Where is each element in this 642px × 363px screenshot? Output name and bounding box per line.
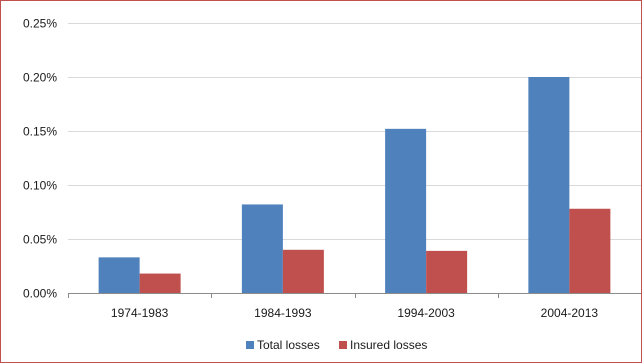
y-tick-label: 0.00% bbox=[23, 287, 57, 301]
x-tick-label: 1984-1993 bbox=[254, 306, 312, 320]
bar-total-losses bbox=[241, 204, 283, 293]
y-tick-label: 0.20% bbox=[23, 71, 57, 85]
y-tick-label: 0.10% bbox=[23, 179, 57, 193]
bar-total-losses bbox=[385, 128, 427, 293]
bar-insured-losses bbox=[139, 273, 181, 293]
x-axis: 1974-1983 1984-1993 1994-2003 2004-2013 bbox=[68, 293, 599, 320]
bar-insured-losses bbox=[282, 249, 324, 293]
legend-label: Insured losses bbox=[350, 338, 427, 352]
y-tick-label: 0.05% bbox=[23, 233, 57, 247]
x-tick-label: 1994-2003 bbox=[397, 306, 455, 320]
x-tick-label: 2004-2013 bbox=[541, 306, 599, 320]
legend-label: Total losses bbox=[257, 338, 320, 352]
gridlines bbox=[68, 23, 641, 294]
bar-insured-losses bbox=[569, 208, 611, 293]
bar-insured-losses bbox=[426, 250, 468, 293]
y-axis: 0.00% 0.05% 0.10% 0.15% 0.20% 0.25% bbox=[23, 17, 57, 301]
bar-total-losses bbox=[528, 77, 570, 293]
legend: Total losses Insured losses bbox=[246, 338, 427, 352]
legend-swatch bbox=[246, 341, 254, 349]
y-tick-label: 0.15% bbox=[23, 125, 57, 139]
bars bbox=[98, 77, 611, 293]
legend-swatch bbox=[339, 341, 347, 349]
y-tick-label: 0.25% bbox=[23, 17, 57, 31]
x-tick-label: 1974-1983 bbox=[111, 306, 169, 320]
bar-total-losses bbox=[98, 257, 140, 293]
